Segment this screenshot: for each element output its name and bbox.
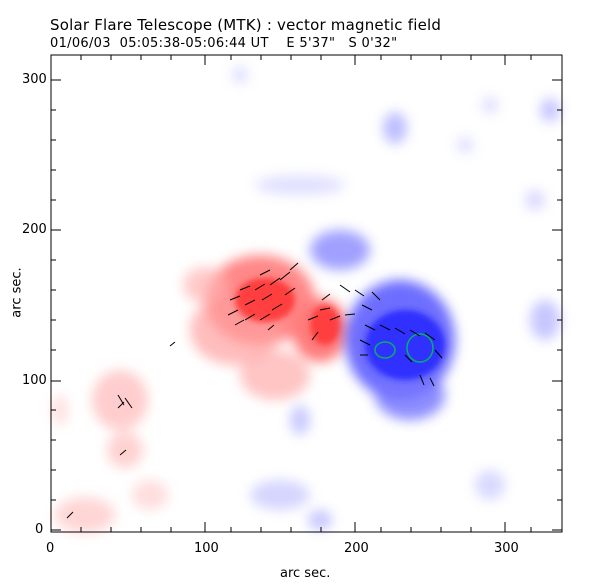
positive-polarity-region xyxy=(52,255,348,533)
x-tick-label: 200 xyxy=(344,541,369,556)
current-contours xyxy=(374,333,434,363)
x-tick-label: 0 xyxy=(46,541,55,556)
transverse-field-vectors xyxy=(66,262,443,519)
x-tick-label: 300 xyxy=(494,541,519,556)
y-tick-label: 200 xyxy=(22,222,47,237)
figure-subtitle: 01/06/03 05:05:38-05:06:44 UT E 5'37" S … xyxy=(50,36,398,51)
y-tick-label: 300 xyxy=(22,72,47,87)
axis-ticks xyxy=(50,55,562,532)
y-tick-label: 0 xyxy=(35,522,44,537)
figure-title: Solar Flare Telescope (MTK) : vector mag… xyxy=(50,16,442,34)
y-axis-label: arc sec. xyxy=(9,267,25,318)
plot-frame xyxy=(50,54,563,533)
x-axis-label: arc sec. xyxy=(280,566,331,581)
positive-polarity-core xyxy=(235,278,340,345)
x-tick-label: 100 xyxy=(194,541,219,556)
minor-ticks xyxy=(51,55,562,532)
y-tick-label: 100 xyxy=(22,373,47,388)
